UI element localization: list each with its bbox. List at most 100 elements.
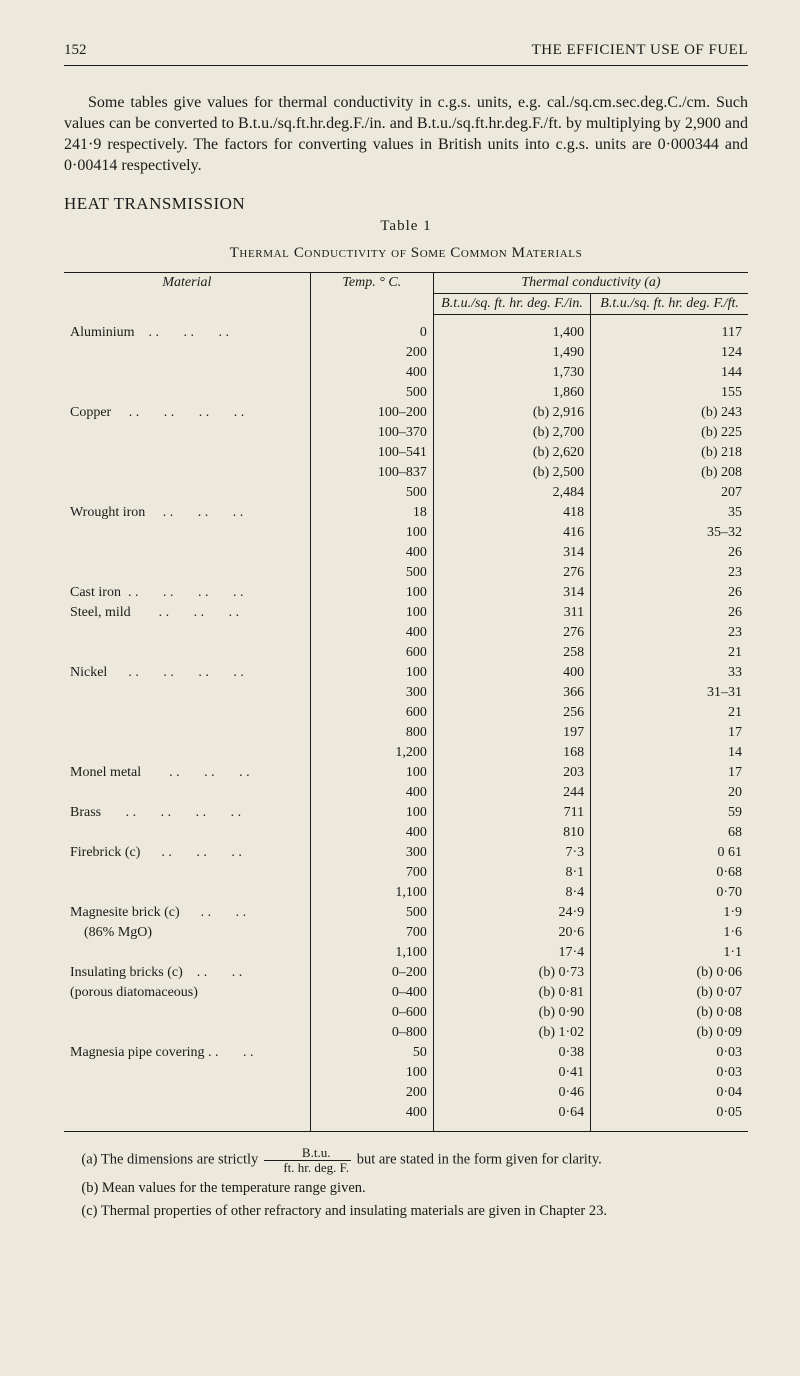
cell-c2: 21 — [591, 643, 748, 663]
col-material: Material — [64, 273, 310, 315]
cell-material — [64, 623, 310, 643]
table-row: 5001,860155 — [64, 383, 748, 403]
table-row: 4000·640·05 — [64, 1103, 748, 1131]
col-c2: B.t.u./sq. ft. hr. deg. F./ft. — [591, 294, 748, 315]
section-heading: HEAT TRANSMISSION — [64, 194, 748, 214]
cell-c1: 314 — [433, 543, 590, 563]
cell-temp: 700 — [310, 923, 433, 943]
table-row: Monel metal . . . . . .10020317 — [64, 763, 748, 783]
cell-c1: 20·6 — [433, 923, 590, 943]
cell-c2: 59 — [591, 803, 748, 823]
cell-c2: 26 — [591, 543, 748, 563]
cell-material: Magnesia pipe covering . . . . — [64, 1043, 310, 1063]
cell-c1: 0·41 — [433, 1063, 590, 1083]
cell-material: Monel metal . . . . . . — [64, 763, 310, 783]
cell-material — [64, 723, 310, 743]
page-number: 152 — [64, 42, 87, 59]
cell-material — [64, 483, 310, 503]
cell-temp: 200 — [310, 343, 433, 363]
cell-temp: 500 — [310, 383, 433, 403]
footnote-c: (c) Thermal properties of other refracto… — [64, 1202, 748, 1222]
table-row: 5002,484207 — [64, 483, 748, 503]
cell-material — [64, 703, 310, 723]
table-row: 10041635–32 — [64, 523, 748, 543]
cell-material: Wrought iron . . . . . . — [64, 503, 310, 523]
conductivity-table: Material Temp. ° C. Thermal conductivity… — [64, 272, 748, 1131]
table-row: 40027623 — [64, 623, 748, 643]
cell-temp: 500 — [310, 903, 433, 923]
cell-material: Aluminium . . . . . . — [64, 315, 310, 344]
footnote-a-post: but are stated in the form given for cla… — [357, 1152, 602, 1168]
cell-material — [64, 1023, 310, 1043]
cell-material — [64, 523, 310, 543]
cell-temp: 0–200 — [310, 963, 433, 983]
cell-c1: 24·9 — [433, 903, 590, 923]
cell-c2: 0·04 — [591, 1083, 748, 1103]
cell-c2: 124 — [591, 343, 748, 363]
cell-c1: 366 — [433, 683, 590, 703]
cell-material — [64, 423, 310, 443]
col-temp: Temp. ° C. — [310, 273, 433, 315]
cell-material — [64, 1063, 310, 1083]
table-row: 1,1008·40·70 — [64, 883, 748, 903]
cell-temp: 100 — [310, 803, 433, 823]
cell-temp: 100 — [310, 523, 433, 543]
cell-c1: 244 — [433, 783, 590, 803]
cell-c1: (b) 2,916 — [433, 403, 590, 423]
cell-material: Magnesite brick (c) . . . . — [64, 903, 310, 923]
cell-c1: 197 — [433, 723, 590, 743]
cell-temp: 1,100 — [310, 943, 433, 963]
table-label: Table 1 — [64, 218, 748, 235]
table-row: 100–370(b) 2,700(b) 225 — [64, 423, 748, 443]
cell-c2: (b) 0·09 — [591, 1023, 748, 1043]
table-row: Steel, mild . . . . . .10031126 — [64, 603, 748, 623]
cell-temp: 300 — [310, 843, 433, 863]
cell-c2: 26 — [591, 603, 748, 623]
cell-material — [64, 943, 310, 963]
cell-c1: 810 — [433, 823, 590, 843]
cell-temp: 400 — [310, 623, 433, 643]
cell-c2: (b) 0·06 — [591, 963, 748, 983]
cell-temp: 400 — [310, 1103, 433, 1131]
footnote-b: (b) Mean values for the temperature rang… — [64, 1179, 748, 1199]
cell-c2: 35 — [591, 503, 748, 523]
cell-temp: 400 — [310, 543, 433, 563]
cell-material: Firebrick (c) . . . . . . — [64, 843, 310, 863]
footnote-a-den: ft. hr. deg. F. — [264, 1161, 351, 1175]
table-row: (porous diatomaceous)0–400(b) 0·81(b) 0·… — [64, 983, 748, 1003]
table-body: Aluminium . . . . . .01,4001172001,49012… — [64, 315, 748, 1132]
cell-c2: 0·03 — [591, 1043, 748, 1063]
cell-temp: 100–837 — [310, 463, 433, 483]
cell-temp: 100 — [310, 663, 433, 683]
cell-c1: 276 — [433, 563, 590, 583]
cell-material — [64, 363, 310, 383]
table-row: 1,10017·41·1 — [64, 943, 748, 963]
footnotes: (a) The dimensions are strictly B.t.u. f… — [64, 1146, 748, 1221]
table-caption: Thermal Conductivity of Some Common Mate… — [64, 245, 748, 262]
cell-c2: 0·68 — [591, 863, 748, 883]
table-row: 40031426 — [64, 543, 748, 563]
cell-c1: 0·64 — [433, 1103, 590, 1131]
cell-material — [64, 1083, 310, 1103]
cell-c1: 400 — [433, 663, 590, 683]
table-row: 4001,730144 — [64, 363, 748, 383]
table-row: Aluminium . . . . . .01,400117 — [64, 315, 748, 344]
cell-c1: (b) 2,620 — [433, 443, 590, 463]
footnote-a-fraction: B.t.u. ft. hr. deg. F. — [264, 1146, 351, 1174]
cell-temp: 500 — [310, 563, 433, 583]
cell-material — [64, 383, 310, 403]
cell-material — [64, 463, 310, 483]
cell-c2: 0·03 — [591, 1063, 748, 1083]
cell-temp: 100–370 — [310, 423, 433, 443]
cell-temp: 800 — [310, 723, 433, 743]
cell-temp: 400 — [310, 823, 433, 843]
cell-material — [64, 1103, 310, 1131]
cell-material — [64, 743, 310, 763]
cell-c2: 31–31 — [591, 683, 748, 703]
cell-c1: (b) 0·90 — [433, 1003, 590, 1023]
cell-c1: 8·4 — [433, 883, 590, 903]
table-row: Firebrick (c) . . . . . .3007·30 61 — [64, 843, 748, 863]
table-row: Cast iron . . . . . . . .10031426 — [64, 583, 748, 603]
col-c1: B.t.u./sq. ft. hr. deg. F./in. — [433, 294, 590, 315]
cell-temp: 100 — [310, 603, 433, 623]
